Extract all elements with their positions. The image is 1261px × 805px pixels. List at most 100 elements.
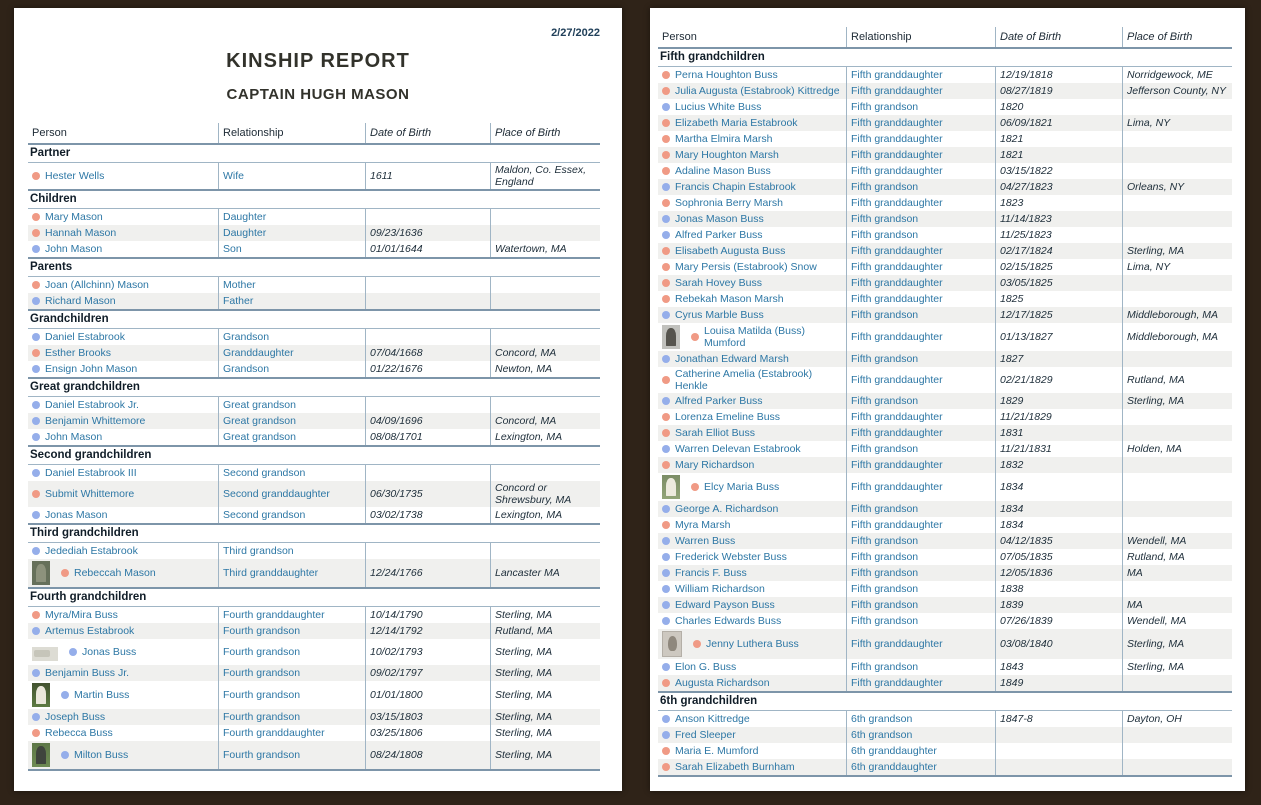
relationship: Fifth granddaughter [846, 163, 995, 179]
person-name: Daniel Estabrook [45, 331, 125, 343]
person-name: Rebekah Mason Marsh [675, 293, 784, 305]
person-name: Louisa Matilda (Buss) Mumford [704, 325, 805, 349]
relationship: Father [218, 293, 365, 309]
report-page-1: 2/27/2022 KINSHIP REPORT CAPTAIN HUGH MA… [14, 8, 622, 791]
place-of-birth: Jefferson County, NY [1122, 83, 1232, 99]
date-of-birth: 08/27/1819 [995, 83, 1122, 99]
person-name: George A. Richardson [675, 503, 779, 515]
gender-dot-male [32, 333, 40, 341]
kinship-row: Catherine Amelia (Estabrook) Henkle Fifth… [658, 367, 1232, 393]
person-name: Adaline Mason Buss [675, 165, 771, 177]
kinship-row: Rebecca Buss Fourth granddaughter 03/25/18… [28, 725, 600, 741]
table-header-row: Person Relationship Date of Birth Place of … [28, 123, 600, 143]
relationship: Fifth granddaughter [846, 675, 995, 691]
date-of-birth: 1843 [995, 659, 1122, 675]
date-of-birth: 03/05/1825 [995, 275, 1122, 291]
date-of-birth: 1832 [995, 457, 1122, 473]
date-of-birth: 12/05/1836 [995, 565, 1122, 581]
date-of-birth [365, 543, 490, 559]
kinship-row: Rebekah Mason Marsh Fifth granddaughter 18… [658, 291, 1232, 307]
kinship-row: John Mason Son 01/01/1644 Watertown, MA [28, 241, 600, 257]
section-header: Children [28, 189, 600, 209]
kinship-row: Alfred Parker Buss Fifth grandson 11/25/18… [658, 227, 1232, 243]
section-header: Third grandchildren [28, 523, 600, 543]
relationship: Fourth grandson [218, 741, 365, 769]
date-of-birth [365, 329, 490, 345]
gender-dot-female [662, 376, 670, 384]
date-of-birth: 02/21/1829 [995, 367, 1122, 393]
gender-dot-male [662, 601, 670, 609]
place-of-birth [1122, 163, 1232, 179]
place-of-birth: Rutland, MA [1122, 367, 1232, 393]
person-cell: Jonathan Edward Marsh [658, 351, 846, 367]
place-of-birth: Middleborough, MA [1122, 323, 1232, 351]
date-of-birth: 01/13/1827 [995, 323, 1122, 351]
gender-dot-male [32, 713, 40, 721]
place-of-birth [490, 277, 600, 293]
report-date: 2/27/2022 [551, 27, 600, 39]
relationship: 6th grandson [846, 727, 995, 743]
person-cell: William Richardson [658, 581, 846, 597]
column-header: Relationship [846, 27, 995, 47]
relationship: Grandson [218, 361, 365, 377]
person-name: Catherine Amelia (Estabrook) Henkle [675, 368, 813, 392]
gender-dot-male [662, 585, 670, 593]
relationship: Fourth grandson [218, 681, 365, 709]
gender-dot-male [32, 365, 40, 373]
gender-dot-male [32, 297, 40, 305]
person-name: Martha Elmira Marsh [675, 133, 773, 145]
kinship-row: John Mason Great grandson 08/08/1701 Lexing… [28, 429, 600, 445]
date-of-birth: 04/12/1835 [995, 533, 1122, 549]
person-name: Ensign John Mason [45, 363, 138, 375]
section-header: Fourth grandchildren [28, 587, 600, 607]
date-of-birth: 06/09/1821 [995, 115, 1122, 131]
person-name: Maria E. Mumford [675, 745, 759, 757]
place-of-birth [1122, 759, 1232, 775]
date-of-birth: 11/21/1829 [995, 409, 1122, 425]
gender-dot-male [662, 445, 670, 453]
place-of-birth: Maldon, Co. Essex, England [490, 163, 600, 189]
date-of-birth: 1821 [995, 147, 1122, 163]
relationship: Fifth grandson [846, 99, 995, 115]
kinship-row: Sarah Elizabeth Burnham 6th granddaughter [658, 759, 1232, 775]
place-of-birth [1122, 473, 1232, 501]
person-name: Benjamin Whittemore [45, 415, 146, 427]
date-of-birth [995, 759, 1122, 775]
kinship-row: Joan (Allchinn) Mason Mother [28, 277, 600, 293]
place-of-birth: Sterling, MA [1122, 659, 1232, 675]
relationship: Fifth granddaughter [846, 243, 995, 259]
relationship: Great grandson [218, 413, 365, 429]
place-of-birth [490, 329, 600, 345]
relationship: Fourth grandson [218, 623, 365, 639]
person-name: Jonas Mason Buss [675, 213, 764, 225]
person-name: Cyrus Marble Buss [675, 309, 764, 321]
person-name: Fred Sleeper [675, 729, 736, 741]
date-of-birth: 01/01/1644 [365, 241, 490, 257]
date-of-birth: 10/14/1790 [365, 607, 490, 623]
place-of-birth [1122, 211, 1232, 227]
relationship: 6th grandson [846, 711, 995, 727]
person-name: Hester Wells [45, 170, 105, 182]
person-name: Elizabeth Maria Estabrook [675, 117, 798, 129]
place-of-birth: Sterling, MA [1122, 243, 1232, 259]
person-cell: Rebecca Buss [28, 725, 218, 741]
person-cell: Francis F. Buss [658, 565, 846, 581]
date-of-birth: 03/02/1738 [365, 507, 490, 523]
place-of-birth: Concord, MA [490, 345, 600, 361]
gravestone-shape [35, 564, 47, 582]
place-of-birth: Rutland, MA [1122, 549, 1232, 565]
person-cell: Edward Payson Buss [658, 597, 846, 613]
kinship-row: Milton Buss Fourth grandson 08/24/1808 Ster… [28, 741, 600, 769]
kinship-row: Charles Edwards Buss Fifth grandson 07/26/… [658, 613, 1232, 629]
gender-dot-female [662, 747, 670, 755]
person-name: Augusta Richardson [675, 677, 770, 689]
kinship-row: Elon G. Buss Fifth grandson 1843 Sterling, … [658, 659, 1232, 675]
date-of-birth [365, 465, 490, 481]
place-of-birth: MA [1122, 597, 1232, 613]
person-name: Benjamin Buss Jr. [45, 667, 130, 679]
kinship-row: Adaline Mason Buss Fifth granddaughter 03/… [658, 163, 1232, 179]
person-name: Perna Houghton Buss [675, 69, 778, 81]
kinship-row: Francis F. Buss Fifth grandson 12/05/1836 M… [658, 565, 1232, 581]
kinship-row: Mary Richardson Fifth granddaughter 1832 [658, 457, 1232, 473]
